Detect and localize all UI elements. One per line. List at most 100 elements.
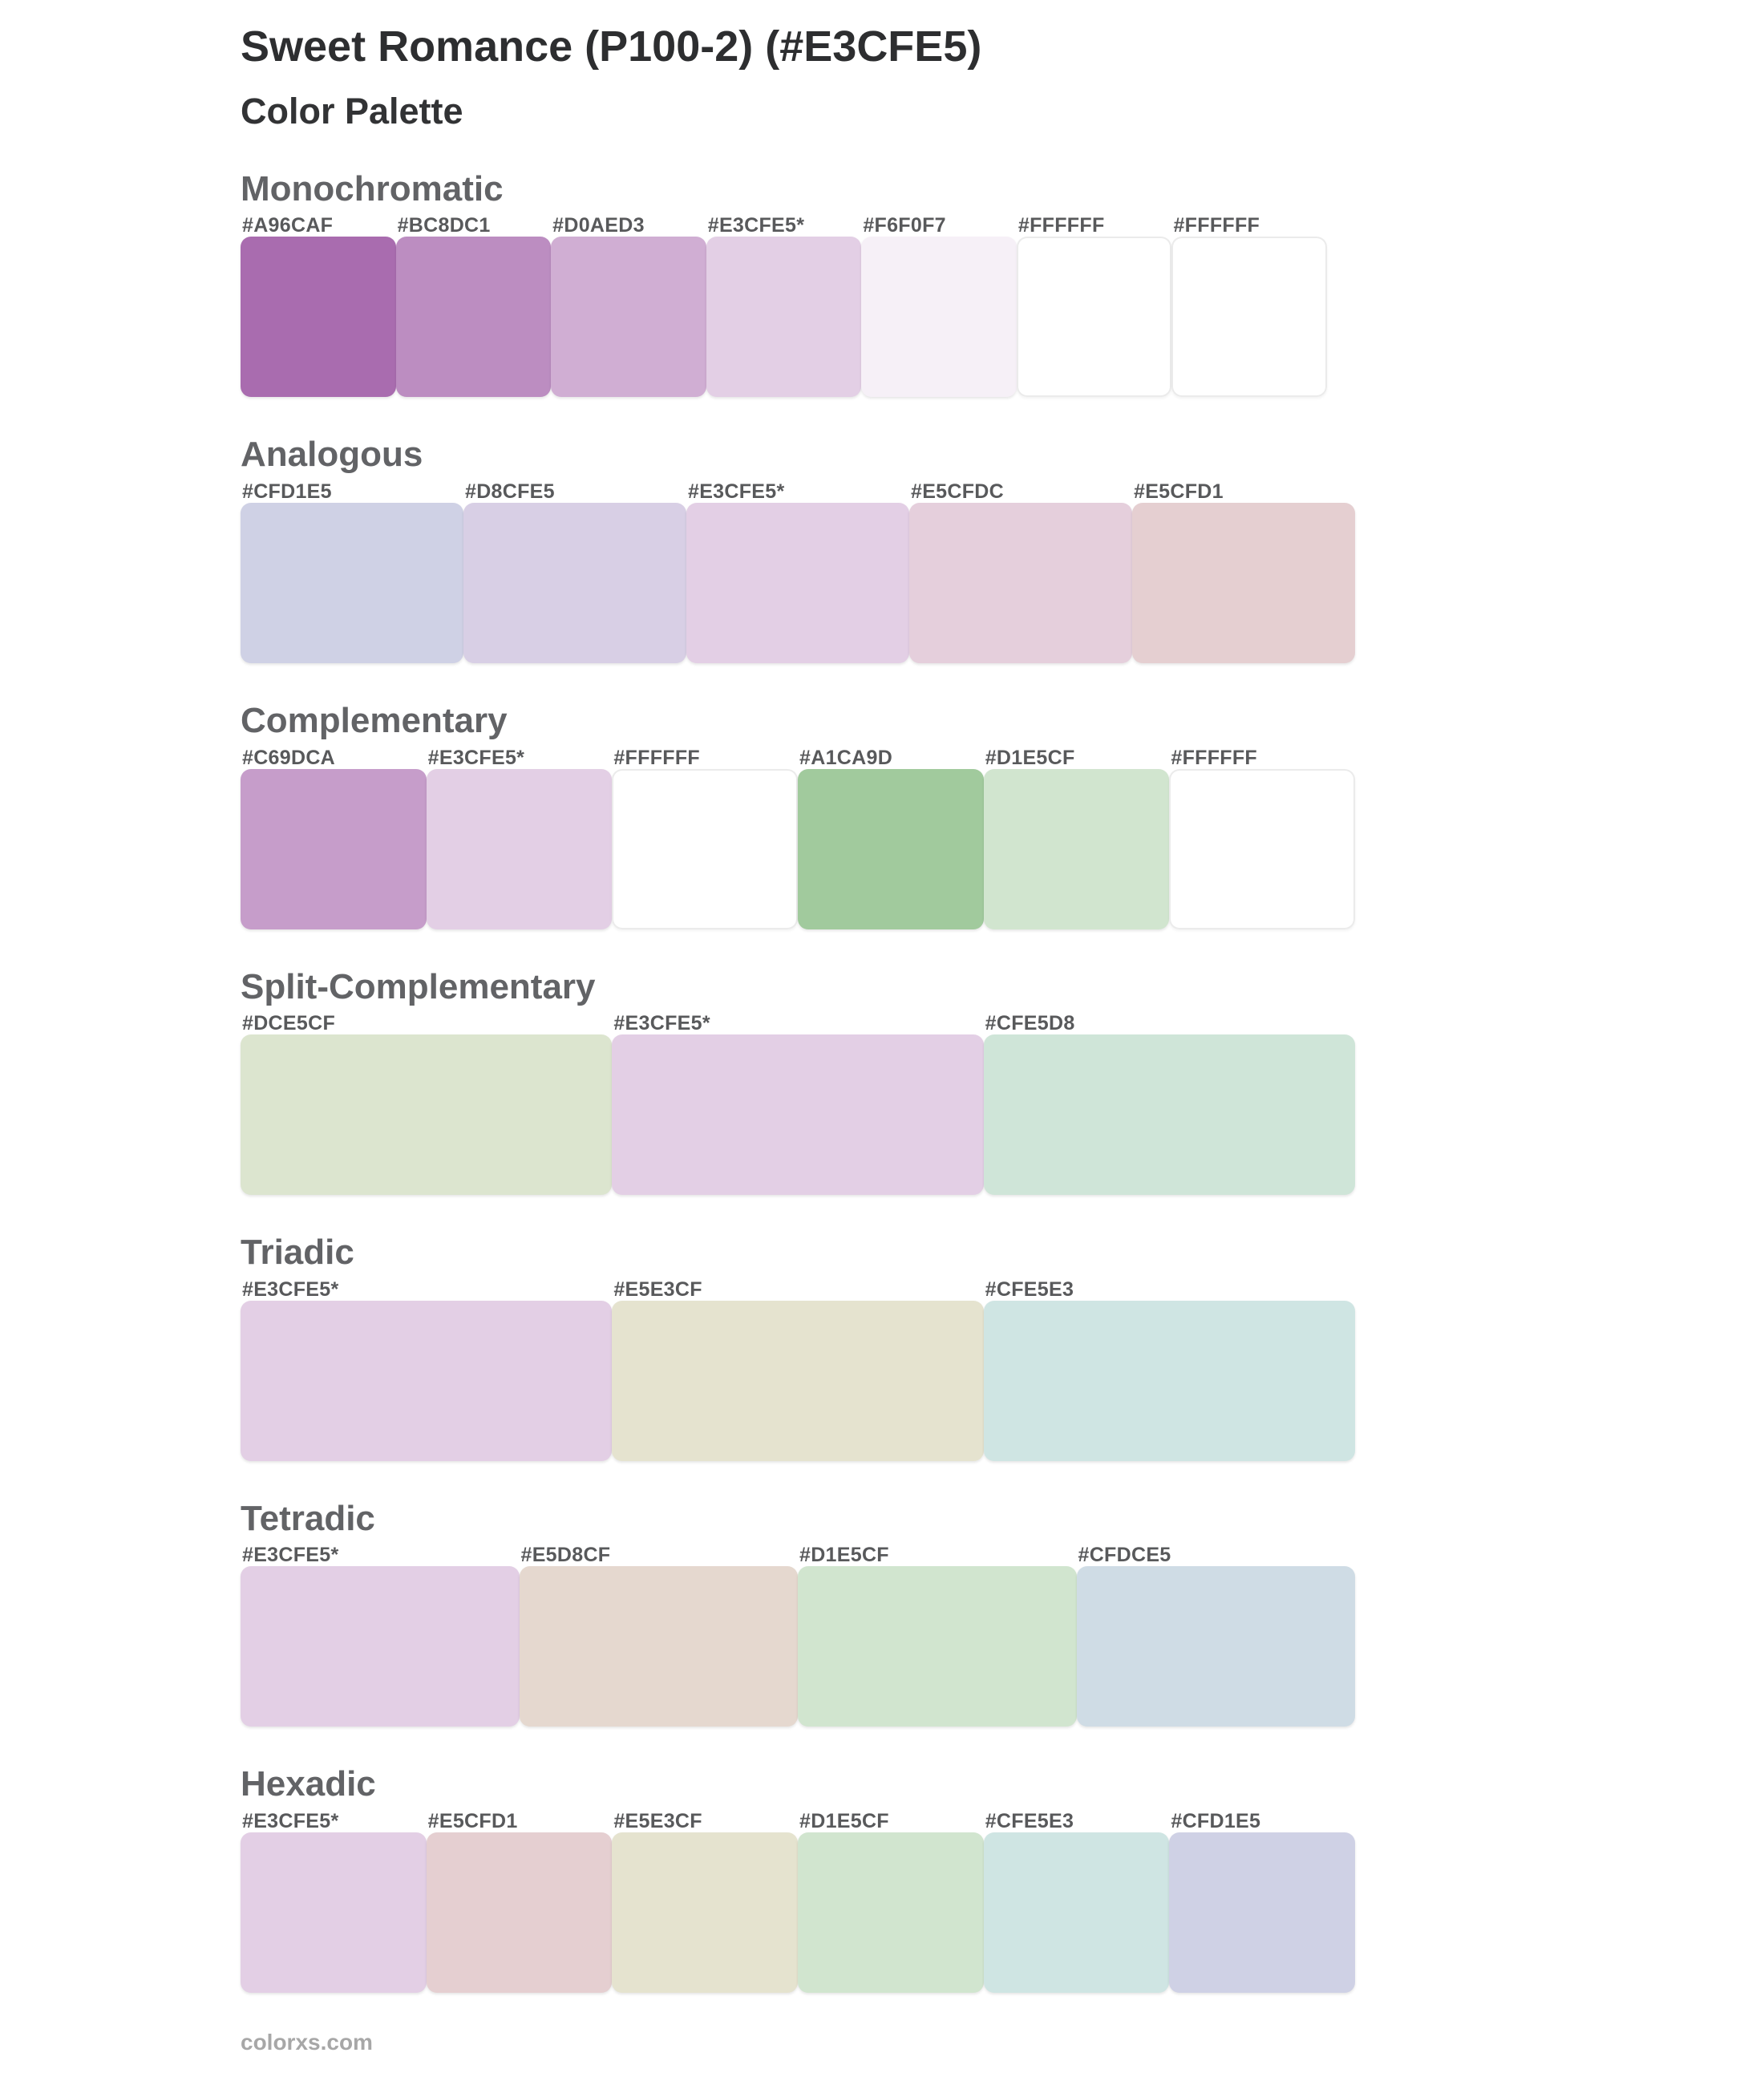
color-block[interactable] [426,768,613,929]
color-block[interactable] [861,237,1017,398]
color-block[interactable] [983,1300,1355,1461]
color-hex-label: #E3CFE5* [613,1012,710,1035]
color-block[interactable] [395,237,552,398]
palette-section: Tetradic #E3CFE5* #E5D8CF #D1E5CF #CFDCE… [241,1500,1764,1727]
color-block[interactable] [426,1832,613,1993]
color-block[interactable] [1076,1566,1355,1727]
color-hex-label: #BC8DC1 [397,214,491,237]
color-block[interactable] [983,1832,1170,1993]
color-hex-label: #CFE5E3 [985,1809,1074,1832]
color-block[interactable] [798,1832,984,1993]
color-hex-label: #E5E3CF [613,1809,702,1832]
color-hex-label: #E5CFD1 [1134,480,1224,503]
section-heading: Split-Complementary [241,966,596,1006]
color-block[interactable] [686,503,909,663]
color-swatch: #FFFFFF [1171,214,1328,398]
color-block[interactable] [241,1300,613,1461]
section-heading: Monochromatic [241,168,504,208]
swatch-row: #E3CFE5* #E5E3CF #CFE5E3 [241,1278,1355,1461]
color-hex-label: #E3CFE5* [242,1277,339,1301]
color-hex-label: #FFFFFF [1018,214,1105,237]
palette-section: Split-Complementary #DCE5CF #E3CFE5* #CF… [241,966,1764,1196]
section-heading: Complementary [241,701,508,740]
color-block[interactable] [798,768,984,929]
color-block[interactable] [983,768,1170,929]
color-block[interactable] [798,1566,1077,1727]
color-block[interactable] [241,1832,427,1993]
color-swatch: #E5E3CF [612,1277,984,1461]
color-block[interactable] [612,1832,799,1993]
color-block[interactable] [463,503,686,663]
color-hex-label: #F6F0F7 [863,214,946,237]
swatch-row: #E3CFE5* #E5D8CF #D1E5CF #CFDCE5 [241,1544,1355,1727]
color-block[interactable] [983,1034,1355,1196]
swatch-row: #A96CAF #BC8DC1 #D0AED3 #E3CFE5* #F6F0F7… [241,214,1328,398]
color-hex-label: #FFFFFF [1173,214,1260,237]
color-block[interactable] [519,1566,798,1727]
palette-section: Hexadic #E3CFE5* #E5CFD1 #E5E3CF #D1E5CF… [241,1765,1764,1993]
color-swatch: #E5E3CF [612,1809,799,1993]
color-block[interactable] [241,768,427,929]
color-block[interactable] [1169,1832,1356,1993]
color-hex-label: #CFDCE5 [1078,1544,1171,1567]
color-swatch: #A96CAF [241,214,396,398]
color-hex-label: #D1E5CF [799,1544,889,1567]
section-heading: Hexadic [241,1764,376,1804]
palette-section: Complementary #C69DCA #E3CFE5* #FFFFFF #… [241,702,1764,929]
section-heading: Tetradic [241,1498,375,1538]
color-swatch: #E3CFE5* [612,1012,984,1196]
color-hex-label: #CFD1E5 [242,480,332,503]
color-swatch: #E5CFD1 [1132,480,1355,663]
color-swatch: #E3CFE5* [241,1544,520,1727]
color-block[interactable] [612,768,799,929]
color-hex-label: #E5D8CF [520,1544,611,1567]
color-block[interactable] [241,1034,613,1196]
color-block[interactable] [241,1566,520,1727]
color-block[interactable] [1171,237,1328,398]
color-hex-label: #D0AED3 [552,214,645,237]
color-swatch: #D1E5CF [798,1810,984,1993]
swatch-row: #C69DCA #E3CFE5* #FFFFFF #A1CA9D #D1E5CF… [241,746,1356,929]
page-title: Sweet Romance (P100-2) (#E3CFE5) [241,22,982,71]
color-hex-label: #E5CFD1 [427,1809,518,1832]
color-block[interactable] [551,237,706,398]
color-hex-label: #E3CFE5* [707,214,805,237]
color-hex-label: #E3CFE5* [242,1544,339,1567]
color-swatch: #CFD1E5 [241,480,463,663]
color-block[interactable] [1016,237,1172,398]
color-hex-label: #E3CFE5* [427,746,525,769]
color-block[interactable] [612,1034,984,1196]
color-hex-label: #DCE5CF [242,1012,336,1035]
color-swatch: #A1CA9D [798,747,984,929]
color-block[interactable] [1169,768,1356,929]
footer: colorxs.com [241,2030,1764,2055]
color-swatch: #C69DCA [241,747,427,929]
color-hex-label: #CFD1E5 [1171,1809,1261,1832]
color-swatch: #E5D8CF [519,1544,798,1727]
color-block[interactable] [241,237,396,398]
color-swatch: #FFFFFF [1016,214,1172,398]
color-hex-label: #E3CFE5* [688,480,785,503]
color-block[interactable] [241,503,463,663]
swatch-row: #CFD1E5 #D8CFE5 #E3CFE5* #E5CFDC #E5CFD1 [241,480,1355,663]
color-hex-label: #E5E3CF [613,1277,702,1301]
palette-section: Analogous #CFD1E5 #D8CFE5 #E3CFE5* #E5CF… [241,435,1764,663]
color-block[interactable] [909,503,1132,663]
color-hex-label: #CFE5E3 [985,1277,1074,1301]
color-hex-label: #A1CA9D [799,746,893,769]
color-swatch: #CFE5E3 [983,1277,1355,1461]
color-block[interactable] [1132,503,1355,663]
color-swatch: #CFD1E5 [1169,1809,1356,1993]
color-block[interactable] [706,237,862,398]
swatch-row: #DCE5CF #E3CFE5* #CFE5D8 [241,1012,1355,1196]
footer-site-link[interactable]: colorxs.com [241,2029,373,2055]
color-swatch: #DCE5CF [241,1012,613,1196]
color-hex-label: #E3CFE5* [242,1809,339,1832]
section-heading: Triadic [241,1233,354,1273]
color-swatch: #E5CFDC [909,480,1132,663]
page-header: Sweet Romance (P100-2) (#E3CFE5) Color P… [241,22,1764,132]
color-hex-label: #D1E5CF [985,746,1075,769]
color-block[interactable] [612,1300,984,1461]
color-swatch: #FFFFFF [612,747,799,929]
